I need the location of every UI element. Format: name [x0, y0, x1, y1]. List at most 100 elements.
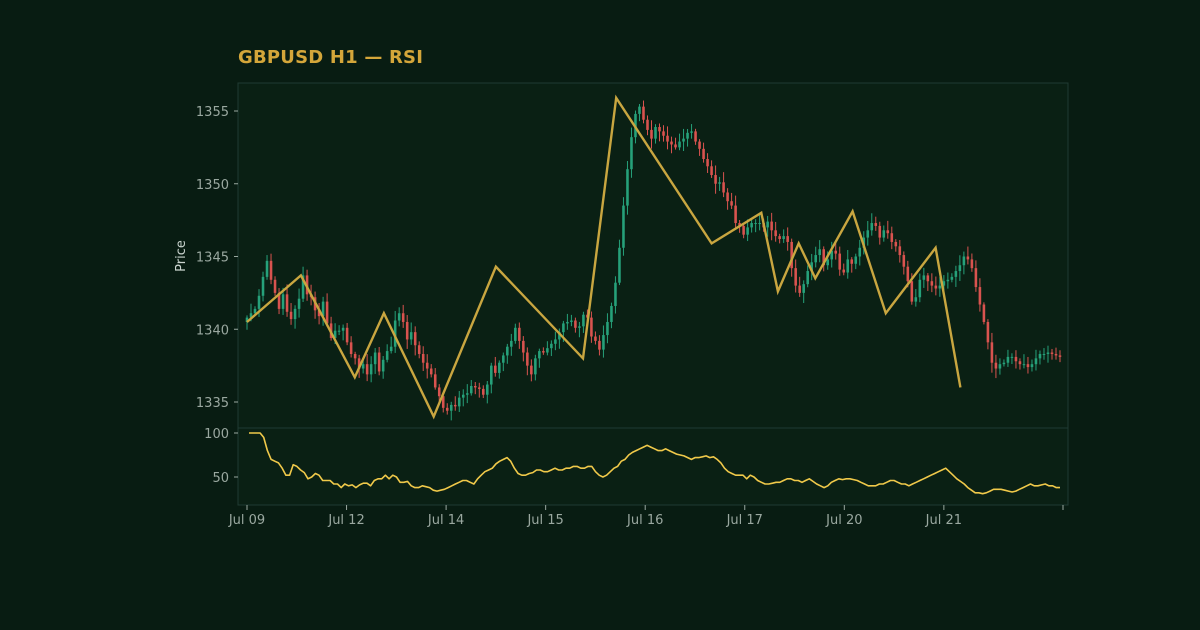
candle-body	[810, 262, 813, 272]
candle-body	[730, 201, 733, 206]
candle-body	[678, 141, 681, 148]
candle-body	[806, 271, 809, 285]
candle-body	[994, 362, 998, 369]
zigzag-line	[246, 94, 962, 420]
candle-body	[381, 359, 385, 372]
candle-body	[542, 351, 545, 353]
xtick-label: Jul 17	[726, 513, 763, 528]
candle-body	[281, 294, 285, 309]
candle-body	[626, 169, 629, 206]
candle-body	[337, 330, 341, 332]
candle-body	[682, 138, 685, 142]
candle-body	[413, 332, 417, 346]
candle-body	[433, 374, 437, 388]
candle-body	[686, 132, 689, 139]
candle-body	[506, 346, 509, 356]
candle-body	[1022, 364, 1026, 366]
candle-body	[974, 268, 978, 288]
candle-body	[1050, 352, 1054, 354]
candle-body	[514, 327, 517, 341]
candle-body	[970, 259, 974, 269]
candle-body	[554, 339, 557, 344]
candle-body	[482, 388, 485, 395]
candle-body	[718, 182, 721, 184]
candle-body	[453, 404, 457, 407]
candle-body	[638, 106, 641, 114]
candle-body	[361, 364, 365, 369]
candle-body	[750, 223, 753, 228]
price-axis-label: Price	[174, 240, 189, 272]
candle-body	[582, 314, 585, 327]
candle-body	[714, 175, 717, 184]
candle-body	[742, 225, 745, 235]
candle-body	[918, 279, 922, 298]
candle-body	[934, 285, 938, 289]
candle-body	[694, 131, 697, 142]
candle-body	[538, 351, 541, 359]
candle-body	[662, 131, 665, 136]
candle-body	[449, 404, 453, 411]
candle-body	[417, 345, 421, 354]
candle-body	[778, 236, 781, 240]
candle-body	[878, 225, 882, 238]
candle-body	[445, 407, 449, 411]
candle-body	[1038, 353, 1042, 359]
candle-body	[898, 246, 902, 256]
candle-body	[534, 358, 537, 375]
candle-body	[922, 275, 926, 280]
candle-body	[886, 230, 890, 234]
candle-body	[365, 364, 369, 375]
candle-body	[526, 352, 529, 366]
candle-body	[465, 393, 469, 395]
candle-body	[253, 308, 257, 314]
price-ytick-label: 1355	[196, 105, 229, 120]
candle-body	[261, 276, 265, 296]
candle-body	[630, 137, 633, 170]
candle-body	[902, 255, 906, 267]
candle-body	[473, 385, 477, 388]
candle-body	[429, 368, 433, 375]
candle-body	[842, 269, 846, 273]
candle-body	[289, 311, 293, 320]
candle-body	[938, 285, 942, 289]
rsi-y-ticks: 50 100	[204, 427, 238, 486]
candle-body	[822, 249, 825, 266]
candle-body	[618, 247, 621, 283]
candle-body	[850, 259, 854, 264]
rsi-line	[249, 432, 1060, 495]
candle-body	[494, 365, 497, 373]
candle-body	[301, 275, 305, 299]
xtick-label: Jul 12	[327, 513, 364, 528]
candle-body	[802, 284, 805, 293]
candle-body	[566, 321, 569, 324]
xtick-label: Jul 14	[427, 513, 464, 528]
candle-body	[926, 275, 930, 282]
candle-body	[273, 279, 277, 293]
xtick-label: Jul 20	[825, 513, 862, 528]
candle-body	[998, 364, 1002, 369]
price-ytick-label: 1340	[196, 323, 229, 338]
candle-body	[826, 259, 830, 266]
x-ticks: Jul 09 Jul 12 Jul 14 Jul 15 Jul 16 Jul 17 Jul …	[228, 505, 1064, 528]
candle-body	[870, 223, 874, 231]
candle-body	[914, 297, 918, 302]
candle-body	[598, 340, 601, 350]
candle-body	[726, 192, 729, 202]
candle-body	[734, 205, 737, 224]
candle-body	[498, 362, 501, 373]
candle-body	[614, 282, 617, 306]
candle-body	[958, 265, 962, 272]
candle-body	[325, 301, 329, 324]
price-ytick-label: 1350	[196, 178, 229, 193]
candle-body	[249, 313, 253, 318]
candle-body	[962, 256, 966, 266]
candle-body	[930, 281, 934, 286]
candle-body	[690, 131, 693, 133]
candle-body	[702, 148, 705, 160]
candle-body	[357, 358, 361, 369]
candle-body	[882, 230, 886, 238]
candle-body	[666, 135, 669, 142]
candle-body	[285, 294, 289, 312]
candle-body	[610, 305, 613, 322]
